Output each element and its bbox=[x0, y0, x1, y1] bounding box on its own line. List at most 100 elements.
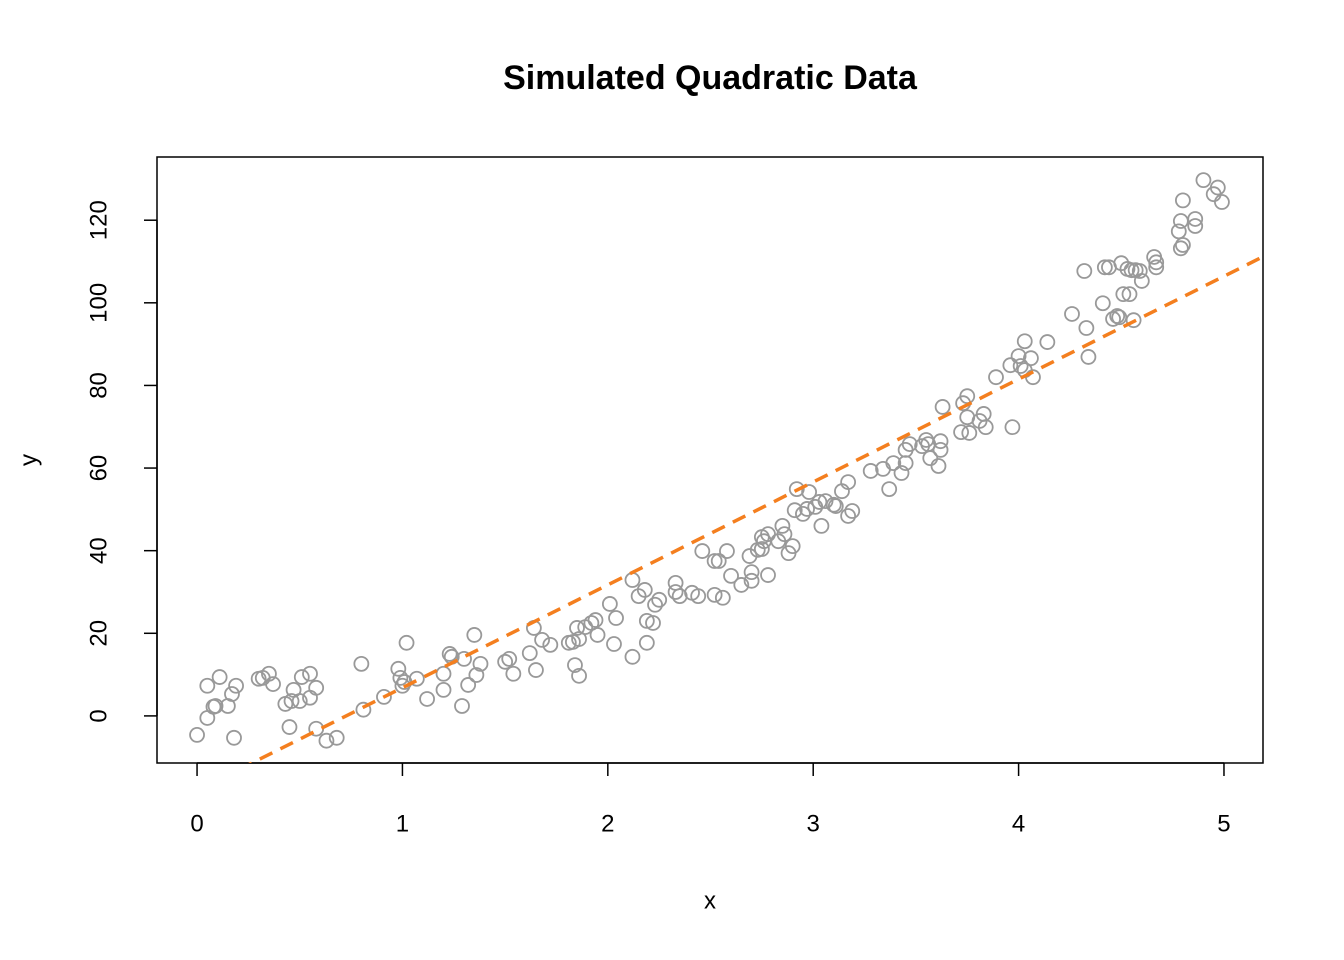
point bbox=[881, 481, 898, 498]
point bbox=[1002, 357, 1019, 374]
point bbox=[207, 698, 224, 714]
point bbox=[1131, 263, 1148, 279]
point bbox=[1111, 309, 1128, 326]
point bbox=[472, 655, 489, 672]
point bbox=[862, 463, 879, 479]
point bbox=[1214, 194, 1230, 210]
point bbox=[435, 681, 452, 698]
x-tick-label: 3 bbox=[807, 810, 820, 837]
fit-line bbox=[248, 255, 1263, 763]
x-tick-label: 5 bbox=[1217, 810, 1230, 837]
y-tick-label: 40 bbox=[85, 537, 112, 564]
point bbox=[1023, 350, 1039, 367]
point bbox=[392, 670, 409, 686]
point bbox=[1094, 295, 1111, 312]
point bbox=[1187, 211, 1204, 227]
point bbox=[811, 494, 828, 510]
point bbox=[1096, 259, 1113, 276]
point bbox=[318, 732, 335, 749]
y-axis-label: y bbox=[15, 454, 42, 466]
point bbox=[885, 455, 902, 471]
point bbox=[265, 676, 281, 693]
point bbox=[293, 669, 310, 685]
point bbox=[774, 517, 791, 534]
point bbox=[283, 693, 300, 709]
chart-title: Simulated Quadratic Data bbox=[503, 59, 918, 97]
point bbox=[840, 474, 857, 491]
x-tick-label: 4 bbox=[1012, 810, 1025, 837]
point bbox=[528, 662, 544, 678]
point bbox=[606, 636, 622, 652]
point bbox=[1078, 320, 1095, 336]
y-tick-label: 80 bbox=[85, 372, 112, 399]
point bbox=[376, 689, 392, 705]
point bbox=[571, 667, 587, 684]
point bbox=[932, 441, 949, 458]
point bbox=[753, 541, 770, 557]
point bbox=[454, 698, 470, 714]
point bbox=[988, 369, 1004, 386]
point bbox=[723, 567, 739, 584]
point bbox=[353, 655, 370, 672]
point bbox=[1133, 273, 1150, 289]
plot-box bbox=[156, 156, 1264, 764]
point bbox=[817, 493, 834, 510]
point bbox=[1209, 179, 1226, 196]
point bbox=[1148, 259, 1165, 276]
point bbox=[497, 653, 514, 670]
point bbox=[328, 729, 345, 746]
point bbox=[934, 399, 951, 415]
point bbox=[355, 701, 372, 718]
point bbox=[587, 612, 604, 628]
point bbox=[636, 582, 653, 598]
point bbox=[784, 538, 801, 555]
point bbox=[189, 727, 205, 743]
point bbox=[308, 679, 325, 696]
point bbox=[589, 627, 606, 643]
x-tick-label: 1 bbox=[396, 810, 409, 837]
point bbox=[776, 526, 793, 543]
point bbox=[505, 665, 522, 682]
point bbox=[608, 610, 624, 626]
point bbox=[825, 496, 842, 513]
point bbox=[706, 586, 723, 603]
point bbox=[441, 646, 458, 662]
point bbox=[1172, 213, 1189, 229]
point bbox=[1115, 286, 1132, 303]
point bbox=[840, 508, 857, 524]
point bbox=[1012, 358, 1029, 374]
point bbox=[1016, 333, 1033, 350]
y-tick-label: 60 bbox=[85, 455, 112, 482]
point bbox=[1148, 254, 1165, 271]
point bbox=[1105, 311, 1121, 327]
point bbox=[419, 691, 435, 707]
point bbox=[1080, 349, 1097, 365]
point bbox=[1195, 172, 1212, 189]
point bbox=[1172, 240, 1189, 257]
point bbox=[651, 591, 668, 608]
x-axis-label: x bbox=[704, 887, 716, 914]
y-tick-label: 120 bbox=[85, 200, 112, 240]
point bbox=[1125, 312, 1142, 329]
point bbox=[302, 665, 318, 682]
point bbox=[901, 436, 918, 452]
point bbox=[211, 669, 228, 685]
point bbox=[1109, 308, 1126, 324]
point bbox=[1004, 419, 1021, 436]
point bbox=[281, 719, 298, 735]
point bbox=[706, 553, 723, 569]
point bbox=[624, 572, 641, 588]
point bbox=[743, 572, 760, 589]
point bbox=[601, 596, 618, 612]
point bbox=[534, 631, 550, 648]
point bbox=[1187, 218, 1204, 234]
point bbox=[501, 651, 518, 667]
point bbox=[408, 670, 425, 687]
point bbox=[569, 620, 585, 636]
point bbox=[638, 634, 655, 651]
point bbox=[1076, 263, 1093, 279]
point bbox=[542, 636, 559, 653]
point bbox=[1174, 192, 1191, 209]
point bbox=[760, 567, 776, 583]
